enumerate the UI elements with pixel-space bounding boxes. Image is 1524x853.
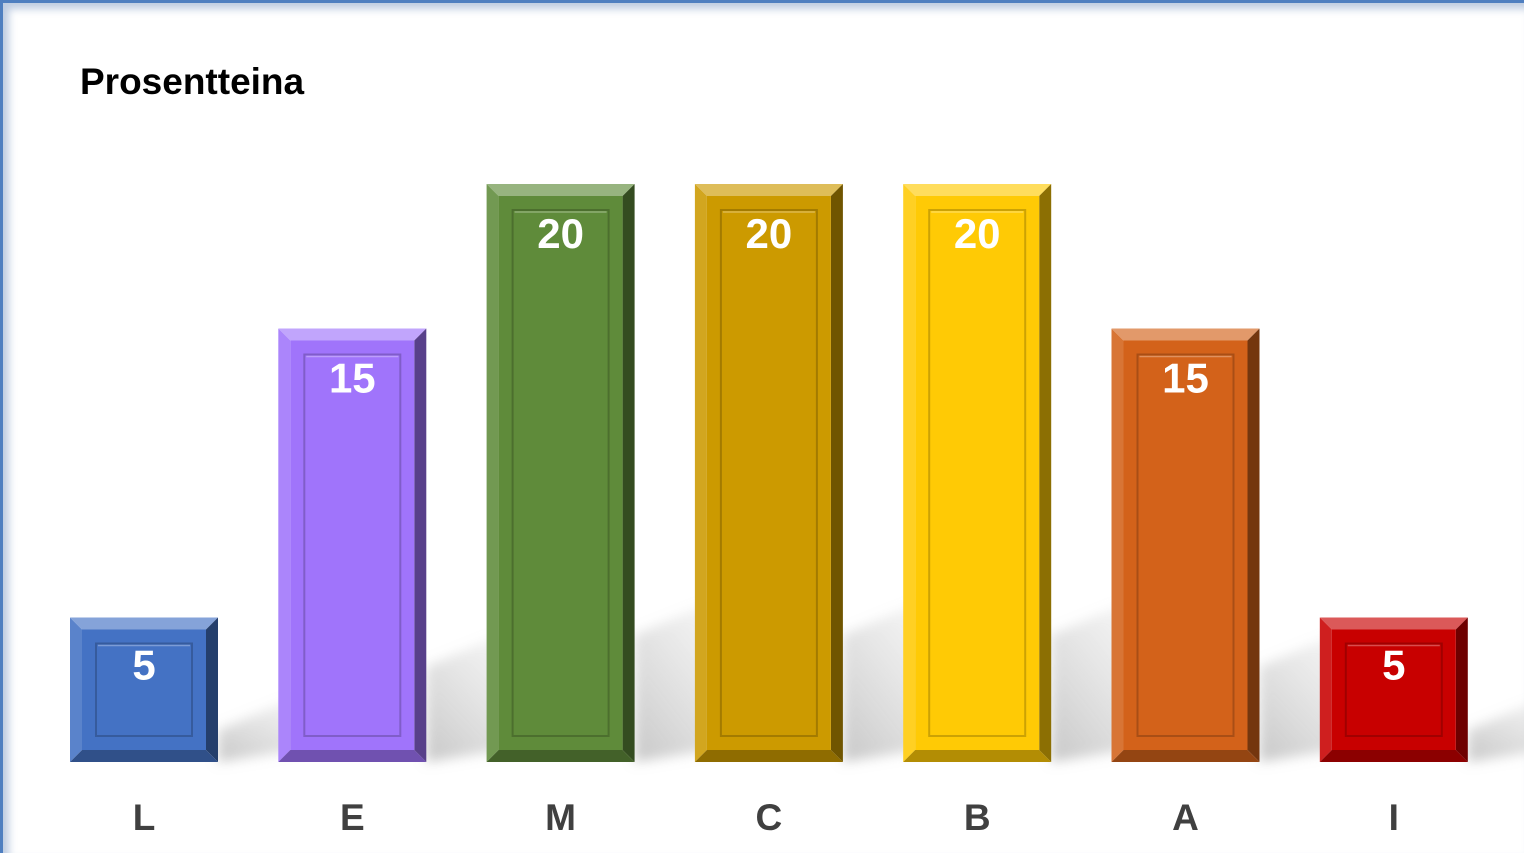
bar-bevel-left xyxy=(903,184,916,762)
bar-bevel-right xyxy=(206,617,218,762)
bar-A xyxy=(1111,328,1260,762)
bar-face xyxy=(915,196,1040,750)
bar-shadow-I xyxy=(1467,706,1524,762)
bar-bevel-bottom xyxy=(70,750,218,762)
bar-bevel-top xyxy=(486,184,635,196)
bar-bevel-left xyxy=(278,328,291,762)
bar-face xyxy=(1331,629,1456,750)
bar-bevel-bottom xyxy=(486,750,635,762)
bar-bevel-bottom xyxy=(903,750,1052,762)
bar-bevel-right xyxy=(1039,184,1052,762)
bar-bevel-top xyxy=(70,617,218,630)
bar-face xyxy=(498,196,623,750)
bar-panel-inner xyxy=(1136,353,1235,737)
bar-bevel-left xyxy=(1111,328,1124,762)
value-label-E: 15 xyxy=(329,355,376,402)
bar-panel-inner xyxy=(1344,642,1443,737)
bar-bevel-left xyxy=(486,184,499,762)
bar-bevel-right xyxy=(1247,328,1260,762)
chart-title: Prosentteina xyxy=(80,61,305,102)
bar-bevel-top xyxy=(903,184,1052,196)
bar-bevel-top xyxy=(694,184,843,196)
value-labels-group: 5 15 20 20 20 15 5 xyxy=(132,210,1405,689)
bar-panel-inner xyxy=(303,353,402,737)
category-label-M: M xyxy=(545,797,576,838)
bar-bevel-top xyxy=(1319,617,1468,630)
value-label-C: 20 xyxy=(746,210,793,257)
category-label-B: B xyxy=(964,797,991,838)
bar-bevel-right xyxy=(414,328,427,762)
bar-panel-inner xyxy=(928,209,1027,737)
bar-face xyxy=(290,340,415,750)
bar-face xyxy=(1123,340,1248,750)
bar-bevel-top xyxy=(278,328,427,341)
value-label-B: 20 xyxy=(954,210,1001,257)
category-label-L: L xyxy=(133,797,156,838)
bar-bevel-right xyxy=(830,184,843,762)
bar-B xyxy=(903,184,1052,762)
bar-bevel-top xyxy=(1111,328,1260,341)
value-label-A: 15 xyxy=(1162,355,1209,402)
category-label-C: C xyxy=(756,797,783,838)
bar-panel-inner xyxy=(95,642,193,737)
bar-bevel-right xyxy=(1455,617,1468,762)
value-label-I: 5 xyxy=(1382,642,1405,689)
bar-L xyxy=(70,617,218,762)
bar-panel-inner xyxy=(719,209,818,737)
category-label-A: A xyxy=(1172,797,1199,838)
bar-E xyxy=(278,328,427,762)
category-label-E: E xyxy=(340,797,365,838)
bar-bevel-bottom xyxy=(694,750,843,762)
bar-bevel-bottom xyxy=(1319,750,1468,762)
bar-C xyxy=(694,184,843,762)
bar-I xyxy=(1319,617,1468,762)
bar-bevel-right xyxy=(622,184,635,762)
bar-bevel-left xyxy=(70,617,82,762)
category-label-I: I xyxy=(1389,797,1399,838)
bar-face xyxy=(706,196,831,750)
bar-panel-inner xyxy=(511,209,610,737)
value-label-M: 20 xyxy=(537,210,584,257)
bar-bevel-left xyxy=(694,184,707,762)
bars-group xyxy=(70,184,1468,762)
bar-M xyxy=(486,184,635,762)
bar-face xyxy=(82,629,206,750)
bar-bevel-bottom xyxy=(278,750,427,762)
value-label-L: 5 xyxy=(132,642,155,689)
bar-bevel-left xyxy=(1319,617,1332,762)
bar-bevel-bottom xyxy=(1111,750,1260,762)
